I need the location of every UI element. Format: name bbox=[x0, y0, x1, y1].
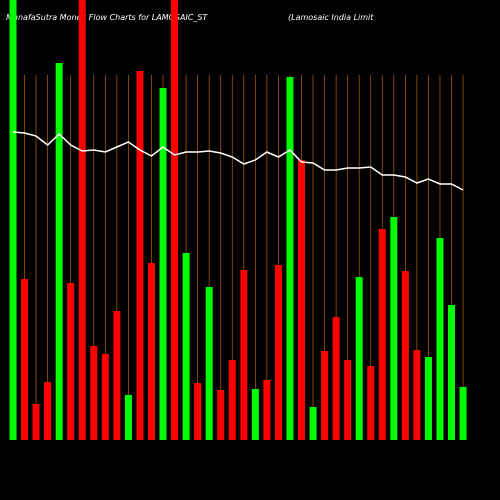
bar bbox=[309, 407, 317, 440]
chart-title: MunafaSutra Money Flow Charts for LAMOSA… bbox=[6, 13, 208, 22]
bar bbox=[344, 360, 352, 440]
bar bbox=[413, 350, 421, 440]
chart-subtitle: (Lamosaic India Limit bbox=[288, 13, 374, 22]
bar bbox=[251, 389, 259, 440]
bar bbox=[332, 317, 340, 440]
bar bbox=[101, 354, 109, 440]
bar bbox=[21, 279, 29, 440]
bar bbox=[78, 0, 86, 440]
bar bbox=[194, 383, 202, 440]
bar bbox=[113, 311, 121, 440]
bar bbox=[217, 390, 225, 440]
bar bbox=[321, 351, 329, 440]
bar bbox=[44, 382, 52, 440]
bar bbox=[228, 360, 236, 440]
bar bbox=[67, 283, 75, 440]
bar bbox=[459, 387, 467, 440]
bar bbox=[424, 357, 432, 440]
bar bbox=[32, 404, 40, 440]
bar bbox=[436, 238, 444, 440]
bar bbox=[390, 217, 398, 440]
bar bbox=[205, 287, 213, 440]
bar bbox=[286, 77, 294, 440]
bar bbox=[263, 380, 271, 440]
bar bbox=[124, 395, 132, 440]
bar bbox=[240, 270, 248, 440]
bar bbox=[355, 277, 363, 440]
bar bbox=[448, 305, 456, 440]
bar bbox=[367, 366, 375, 440]
bar bbox=[171, 0, 179, 440]
bar bbox=[9, 0, 17, 440]
bar bbox=[401, 271, 409, 440]
price-line bbox=[12, 131, 464, 191]
bar bbox=[90, 346, 98, 440]
bar bbox=[136, 71, 144, 440]
bar bbox=[274, 265, 282, 440]
bar bbox=[378, 229, 386, 440]
bar bbox=[182, 253, 190, 440]
bar bbox=[147, 263, 155, 440]
bar bbox=[159, 88, 167, 440]
bar bbox=[55, 63, 63, 440]
bar bbox=[298, 160, 305, 440]
